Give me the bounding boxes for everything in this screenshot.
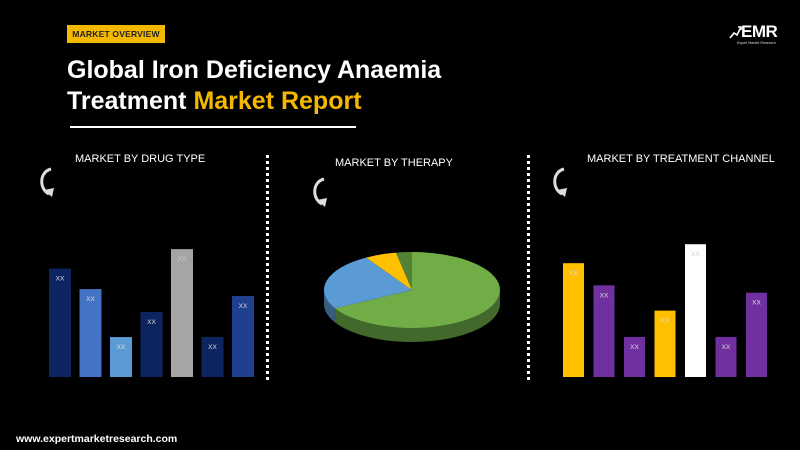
bar: [563, 263, 584, 377]
bar-data-label: XX: [178, 256, 187, 263]
title-line-2: Treatment Market Report: [67, 86, 507, 117]
title-underline: [70, 126, 356, 128]
bar: [49, 268, 71, 377]
pie-slice: [334, 252, 500, 328]
bar: [654, 310, 676, 377]
bar: [715, 336, 737, 377]
bar: [110, 337, 132, 377]
bar-data-label: XX: [691, 251, 700, 258]
bar: [140, 311, 163, 377]
pie-slice: [395, 252, 412, 290]
bar-data-label: XX: [722, 344, 731, 351]
bar-data-label: XX: [147, 319, 156, 326]
bar-data-label: XX: [630, 344, 639, 351]
bar: [201, 337, 224, 377]
title-highlight: Market Report: [193, 87, 362, 115]
curved-arrow-icon: [313, 177, 327, 207]
section-divider: [527, 155, 530, 380]
market-overview-tag: MARKET OVERVIEW: [67, 25, 165, 43]
section-title-therapy: MARKET BY THERAPY: [335, 157, 453, 169]
pie-slice: [366, 252, 412, 290]
emr-logo: EMR Expert Market Research: [728, 22, 786, 50]
bar-data-label: XX: [239, 303, 248, 310]
section-title-treatment-channel: MARKET BY TREATMENT CHANNEL: [587, 153, 775, 165]
bar: [171, 249, 193, 377]
bar-data-label: XX: [86, 296, 95, 303]
therapy-pie-chart: [324, 252, 500, 342]
pie-slice-side: [334, 290, 500, 342]
bar-data-label: XX: [600, 292, 609, 299]
bar: [685, 244, 706, 377]
treatment-channel-bar-chart: XX XX XX XX XX XX XX: [563, 244, 767, 377]
curved-arrow-icon: [40, 167, 54, 197]
bar-data-label: XX: [117, 344, 126, 351]
curved-arrow-icon: [553, 167, 567, 197]
bar-data-label: XX: [569, 270, 578, 277]
bar: [624, 336, 645, 377]
logo-mark-icon: [729, 26, 742, 39]
title-line-1: Global Iron Deficiency Anaemia: [67, 56, 442, 84]
section-title-drug-type: MARKET BY DRUG TYPE: [75, 153, 206, 165]
bar: [746, 292, 767, 377]
bar: [593, 285, 615, 377]
section-divider: [266, 155, 269, 380]
drug-type-bar-chart: XX XX XX XX XX XX XX: [49, 249, 254, 377]
pie-slice-side: [324, 290, 335, 323]
bar-data-label: XX: [752, 300, 761, 307]
bar: [232, 295, 254, 377]
title-plain: Treatment: [67, 87, 194, 115]
bar-data-label: XX: [661, 318, 670, 325]
bar-data-label: XX: [208, 344, 217, 351]
logo-text: EMR: [741, 22, 778, 41]
page-title: Global Iron Deficiency Anaemia Treatment…: [67, 55, 507, 117]
pie-slice: [324, 257, 412, 309]
logo-subtext: Expert Market Research: [737, 41, 776, 45]
footer-url: www.expertmarketresearch.com: [16, 433, 178, 445]
bar: [79, 289, 102, 377]
bar-data-label: XX: [56, 276, 65, 283]
